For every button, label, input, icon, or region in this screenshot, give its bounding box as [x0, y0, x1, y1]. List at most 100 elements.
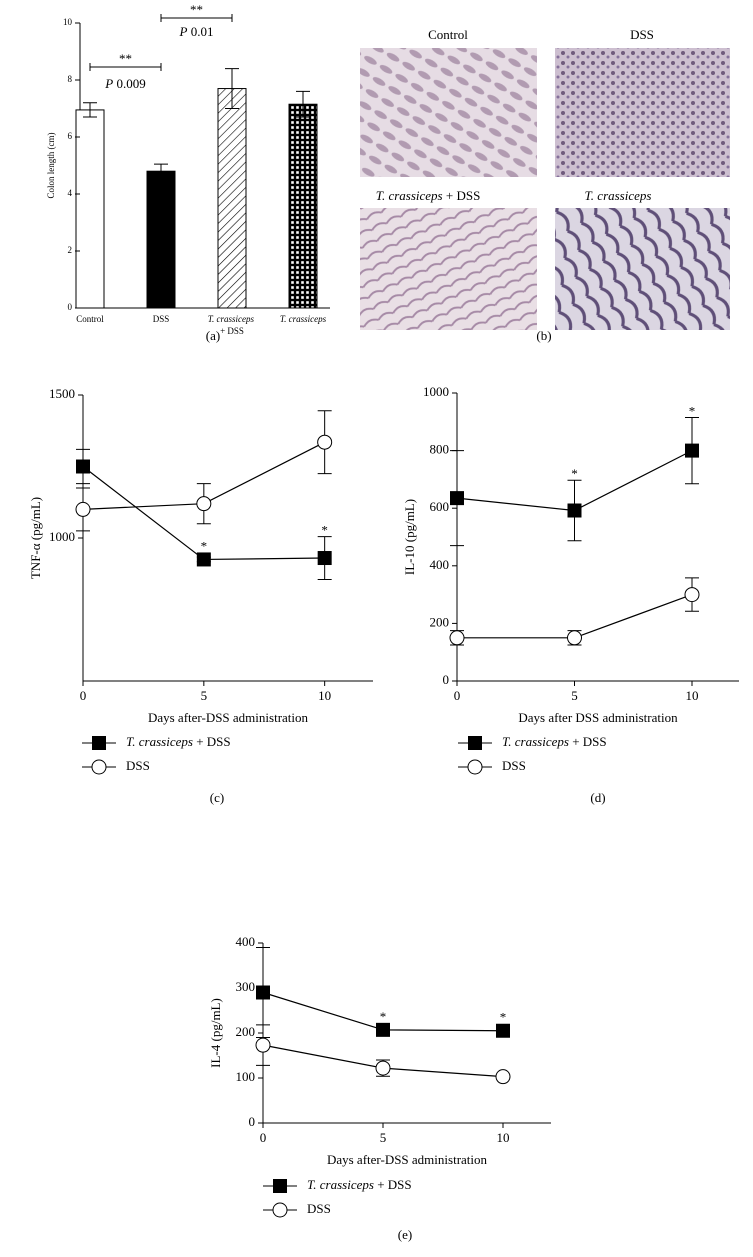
marker [449, 630, 465, 646]
marker [684, 587, 700, 603]
y-axis-label: IL-10 (pg/mL) [402, 499, 417, 575]
significance-star: * [380, 1009, 387, 1024]
x-tick-label: DSS [153, 314, 170, 324]
marker [496, 1023, 510, 1038]
x-tick-label: 0 [260, 1130, 267, 1145]
x-tick-label: 10 [497, 1130, 510, 1145]
legend-marker [468, 736, 482, 750]
y-tick-label: 10 [63, 17, 73, 27]
y-tick-label: 0 [68, 302, 73, 312]
y-tick-label: 1000 [49, 529, 75, 544]
y-tick-label: 6 [68, 131, 73, 141]
image-label: T. crassiceps + DSS [376, 188, 481, 203]
y-tick-label: 1000 [423, 384, 449, 399]
y-tick-label: 0 [443, 672, 450, 687]
y-tick-label: 400 [430, 557, 450, 572]
x-axis-label: Days after-DSS administration [148, 710, 309, 725]
legend-marker [91, 759, 107, 775]
marker [495, 1069, 511, 1085]
error-bar [83, 102, 97, 118]
y-tick-label: 200 [236, 1024, 256, 1039]
y-tick-label: 2 [68, 245, 73, 255]
marker [450, 491, 464, 506]
caption: (d) [590, 790, 605, 805]
histology-image [555, 208, 730, 330]
bar [146, 170, 176, 309]
x-tick-label: T. crassiceps + DSS [208, 314, 257, 336]
y-tick-label: 0 [249, 1114, 256, 1129]
chart-panel: 0 5 10 Days after-DSS administration * * T. cr… [28, 386, 373, 805]
x-tick-label: 5 [380, 1130, 387, 1145]
legend-label: DSS [502, 758, 526, 773]
marker [256, 985, 270, 1000]
legend-marker [467, 759, 483, 775]
y-axis-label: IL-4 (pg/mL) [208, 998, 223, 1068]
legend-marker [272, 1202, 288, 1218]
marker [567, 503, 582, 518]
bar [288, 103, 318, 309]
caption: (b) [536, 328, 551, 343]
y-tick-label: 4 [68, 188, 73, 198]
y-tick-label: 1500 [49, 386, 75, 401]
x-tick-label: 0 [454, 688, 461, 703]
legend-label: DSS [307, 1201, 331, 1216]
histology-image [555, 48, 730, 177]
y-tick-label: 800 [430, 442, 450, 457]
significance-stars: ** [190, 2, 203, 17]
marker [375, 1060, 391, 1076]
legend-marker [273, 1179, 287, 1193]
marker [317, 434, 333, 450]
marker [567, 630, 582, 646]
significance-bracket [160, 14, 233, 22]
legend-label: T. crassiceps + DSS [126, 734, 231, 749]
y-axis-label: Colon length (cm) [46, 133, 56, 199]
marker [75, 501, 91, 517]
significance-star: * [321, 523, 328, 538]
significance-star: * [571, 466, 578, 481]
significance-star: * [500, 1010, 507, 1025]
marker [196, 496, 212, 512]
legend-marker [92, 736, 106, 750]
x-tick-label: 5 [201, 688, 208, 703]
legend-label: T. crassiceps + DSS [502, 734, 607, 749]
y-tick-label: 200 [430, 614, 450, 629]
p-value: P 0.009 [104, 76, 145, 91]
x-axis-label: Days after-DSS administration [327, 1152, 488, 1167]
error-bar [225, 68, 239, 109]
significance-stars: ** [119, 51, 132, 66]
caption: (a) [206, 328, 220, 343]
chart-panel: Control DSS T. crassiceps + DSS T. crassice… [46, 2, 330, 343]
x-tick-label: Control [76, 314, 104, 324]
marker [317, 551, 332, 566]
y-tick-label: 8 [68, 74, 73, 84]
marker [76, 459, 90, 474]
marker [196, 552, 211, 567]
image-label: T. crassiceps [585, 188, 652, 203]
y-tick-label: 400 [236, 934, 256, 949]
legend-label: T. crassiceps + DSS [307, 1177, 412, 1192]
chart-panel: 0 5 10 Days after DSS administration * * T. cr… [402, 384, 739, 805]
x-tick-label: 0 [80, 688, 87, 703]
image-label: Control [428, 27, 468, 42]
y-tick-label: 100 [236, 1069, 256, 1084]
x-tick-label: 10 [318, 688, 331, 703]
caption: (c) [210, 790, 224, 805]
legend-label: DSS [126, 758, 150, 773]
bar [217, 88, 247, 309]
p-value: P 0.01 [179, 24, 214, 39]
caption: (e) [398, 1227, 412, 1242]
image-label: DSS [630, 27, 654, 42]
y-tick-label: 600 [430, 499, 450, 514]
marker [255, 1037, 271, 1053]
significance-star: * [201, 538, 208, 553]
y-axis-label: TNF-α (pg/mL) [28, 497, 43, 579]
significance-star: * [689, 403, 696, 418]
x-tick-label: 10 [686, 688, 699, 703]
y-tick-label: 300 [236, 979, 256, 994]
bar [75, 109, 105, 309]
histology-panel: Control DSS T. crassiceps + DSS T. crass… [360, 27, 730, 343]
histology-image [360, 48, 537, 177]
error-bar [296, 90, 310, 118]
chart-panel: 0 5 10 Days after-DSS administration * * T. cr… [208, 934, 551, 1242]
